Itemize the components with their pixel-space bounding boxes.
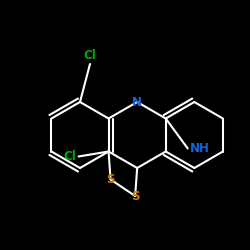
Text: S: S: [131, 190, 140, 202]
Text: Cl: Cl: [64, 150, 76, 163]
Text: Cl: Cl: [84, 49, 96, 62]
Text: N: N: [132, 96, 142, 108]
Text: S: S: [106, 173, 115, 186]
Text: NH: NH: [190, 142, 210, 155]
